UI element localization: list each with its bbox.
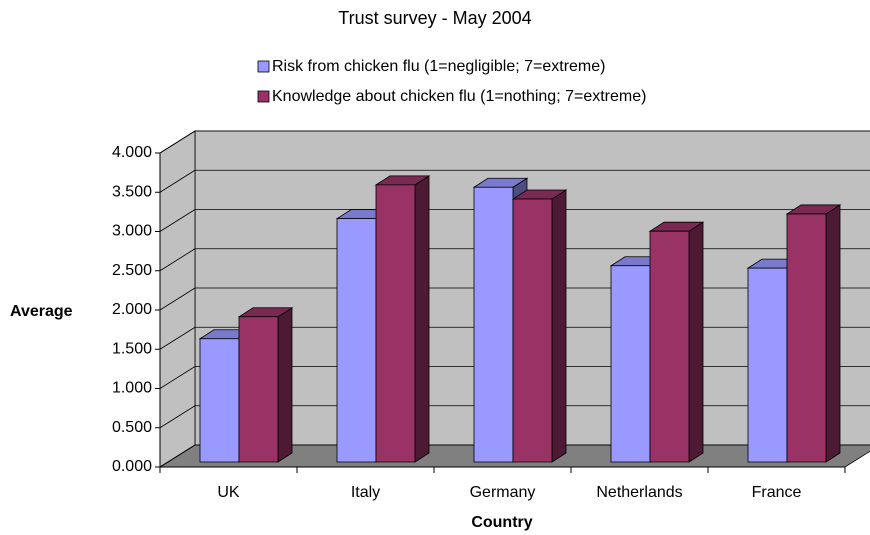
legend-label: Risk from chicken flu (1=negligible; 7=e… xyxy=(272,58,605,75)
bar-front xyxy=(238,316,279,463)
grid-line-side xyxy=(159,405,196,429)
x-tick-label: Italy xyxy=(351,484,380,501)
x-axis-title: Country xyxy=(471,514,532,531)
bar xyxy=(237,307,294,463)
grid-line-side xyxy=(159,209,196,232)
grid-line-side xyxy=(159,130,196,154)
x-tick-label: France xyxy=(752,484,802,501)
y-tick-label: 0.000 xyxy=(112,458,152,475)
y-tick-label: 3.500 xyxy=(112,183,152,200)
bar-front xyxy=(649,230,690,463)
x-tick-label: Germany xyxy=(470,484,536,501)
legend-label: Knowledge about chicken flu (1=nothing; … xyxy=(272,88,646,105)
bar-front xyxy=(375,184,416,463)
bar-side xyxy=(551,189,567,463)
bar-front xyxy=(473,186,514,463)
grid-line-side xyxy=(159,326,196,350)
bar-front xyxy=(747,267,788,463)
y-tick-label: 1.500 xyxy=(112,340,152,357)
y-tick-label: 2.500 xyxy=(112,262,152,279)
bar-front xyxy=(199,338,240,463)
grid-line-side xyxy=(159,169,196,193)
bar-front xyxy=(610,265,651,463)
bar xyxy=(511,189,568,463)
grid-line-side xyxy=(159,287,196,311)
grid-line-side xyxy=(159,366,196,389)
x-tick-label: UK xyxy=(217,484,240,501)
y-axis-title: Average xyxy=(10,303,73,320)
y-tick-label: 0.500 xyxy=(112,419,152,436)
bar-side xyxy=(277,307,293,463)
bar-front xyxy=(512,198,553,463)
legend-swatch xyxy=(257,90,270,103)
bar-front xyxy=(336,218,377,463)
bar xyxy=(785,204,842,463)
bar-side xyxy=(825,204,841,463)
y-tick-label: 1.000 xyxy=(112,380,152,397)
y-tick-label: 2.000 xyxy=(112,301,152,318)
grid-line-side xyxy=(159,248,196,272)
bar-front xyxy=(786,213,827,463)
legend-swatch xyxy=(257,60,270,73)
grid-line-side xyxy=(159,444,196,468)
bar xyxy=(374,175,431,463)
bar-side xyxy=(688,221,704,463)
x-tick-label: Netherlands xyxy=(596,484,682,501)
bar-side xyxy=(414,175,430,463)
y-tick-label: 4.000 xyxy=(112,144,152,161)
chart-title: Trust survey - May 2004 xyxy=(338,8,531,28)
bar xyxy=(648,221,705,463)
y-tick-label: 3.000 xyxy=(112,223,152,240)
